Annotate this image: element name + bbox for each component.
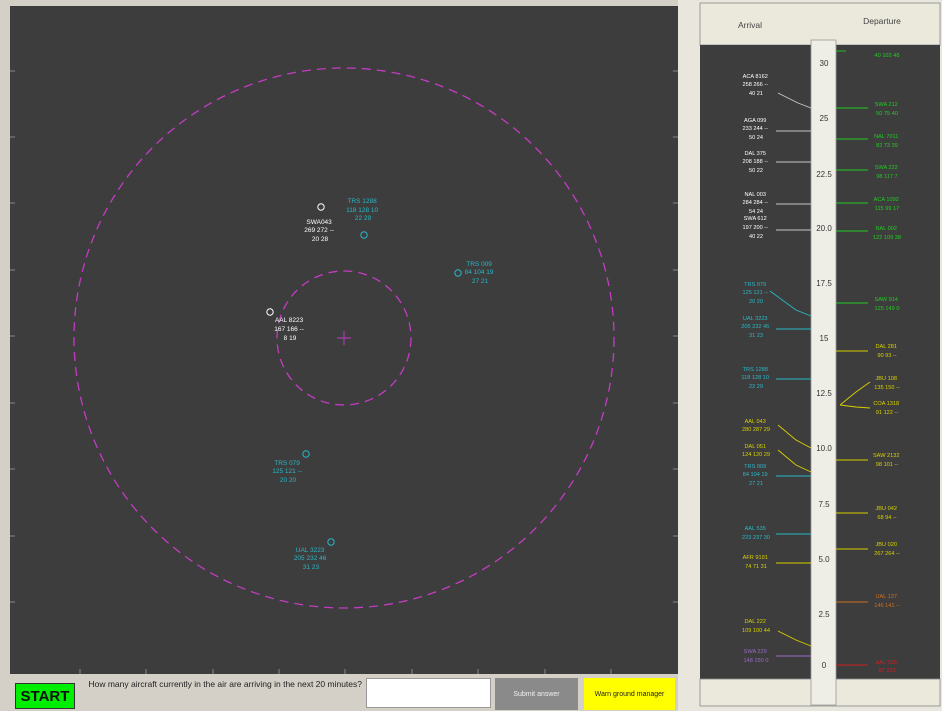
aircraft-label: UAL 3223 205 232 46 31 23 [294,547,328,571]
arrival-flight-label[interactable]: TRS 079 125 121 -- 20 20 [742,282,769,305]
departure-flight-label[interactable]: SWA 222 98 117 7 [875,165,900,180]
arrival-flight-label[interactable]: NAL 003 284 284 -- 54 24 [742,192,769,215]
departure-flight-label[interactable]: JBU 020 267 264 -- [874,542,900,557]
inner-range-ring [276,270,412,406]
aircraft-symbol[interactable] [302,450,310,458]
aircraft-symbol[interactable] [317,203,325,211]
arrival-flight-label[interactable]: ACA 8162 258 266 -- 40 21 [742,74,769,97]
time-scale-strip [810,39,837,706]
departure-flight-label[interactable]: SAW 2132 98 101 -- [873,453,901,468]
arrival-flight-label[interactable]: AAL 535 223 237 30 [742,526,770,541]
departure-flight-label[interactable]: AAL 555 87 223 [876,660,899,674]
aircraft-symbol[interactable] [327,538,335,546]
svg-text:12.5: 12.5 [816,389,832,398]
svg-text:17.5: 17.5 [816,279,832,288]
arrival-flight-label[interactable]: AAL 043 280 287 29 [742,419,770,433]
arrival-panel [700,45,811,679]
bottom-control-bar: START How many aircraft currently in the… [0,674,678,711]
answer-input[interactable] [366,678,491,708]
question-text: How many aircraft currently in the air a… [88,679,362,689]
arrival-flight-label[interactable]: SWA 229 148 150 0 [744,649,769,664]
start-button[interactable]: START [15,683,75,709]
arrival-flight-label[interactable]: DAL 222 109 100 44 [742,619,770,634]
timeline-panel: Arrival Departure 30 25 22.5 20.0 17.5 1… [678,0,942,711]
departure-flight-label[interactable]: 40 103 48 [875,53,900,59]
departure-flight-label[interactable]: DAL 281 90 93 -- [875,344,898,359]
svg-text:30: 30 [820,59,829,68]
arrival-flight-label[interactable]: AGA 099 233 244 -- 50 24 [742,118,769,141]
arrival-flight-label[interactable]: UAL 3223 205 232 46 31 23 [741,316,771,339]
svg-text:5.0: 5.0 [818,555,830,564]
departure-flight-label[interactable]: UAL 137 146 141 -- [874,594,900,609]
svg-text:22.5: 22.5 [816,170,832,179]
airport-center-icon [337,331,351,345]
timeline-header [699,2,941,46]
time-scale-labels: 30 25 22.5 20.0 17.5 15 12.5 10.0 7.5 5.… [816,59,832,670]
svg-text:10.0: 10.0 [816,444,832,453]
arrival-flight-label[interactable]: SWA 612 197 200 -- 40 22 [742,216,769,240]
aircraft-label: AAL 8223 167 166 -- 8 19 [274,317,305,342]
arrival-flight-label[interactable]: DAL 375 208 188 -- 50 22 [742,151,769,174]
aircraft-label: TRS 009 84 104 19 27 21 [465,261,496,285]
aircraft-symbol[interactable] [454,269,462,277]
arrival-header: Arrival [738,20,762,30]
arrival-flight-label[interactable]: AFR 9191 74 71 31 [743,555,770,570]
departure-flight-label[interactable]: NAL 002 122 109 38 [873,226,901,241]
outer-range-ring [73,67,615,609]
svg-text:25: 25 [820,114,829,123]
timeline-svg: Arrival Departure 30 25 22.5 20.0 17.5 1… [699,2,941,707]
aircraft-label: SWA043 269 272 -- 20 28 [304,219,335,243]
warn-ground-manager-button[interactable]: Warn ground manager [584,678,675,710]
departure-flight-label[interactable]: ACA 1092 115 99 17 [874,197,901,212]
svg-text:7.5: 7.5 [818,500,830,509]
radar-scope: SWA043 269 272 -- 20 28 TRS 1288 118 128… [10,67,678,674]
departure-flight-label[interactable]: JBU 042 68 94 -- [875,506,898,521]
departure-flight-label[interactable]: SWA 212 50 75 40 [875,102,900,117]
svg-text:2.5: 2.5 [818,610,830,619]
departure-flight-label[interactable]: NAL 7011 82 73 39 [874,134,900,149]
arrival-flight-label[interactable]: DAL 051 124 120 29 [742,444,770,458]
radar-display: SWA043 269 272 -- 20 28 TRS 1288 118 128… [10,6,678,674]
departure-header: Departure [863,16,901,26]
departure-flight-label[interactable]: JBU 108 135 150 -- [874,376,900,391]
aircraft-label: TRS 1288 118 128 10 22 29 [346,198,380,222]
svg-text:20.0: 20.0 [816,224,832,233]
radar-edge-ticks [10,70,678,674]
aircraft-label: TRS 079 125 121 -- 20 20 [272,460,303,484]
departure-panel [836,45,940,679]
arrival-flight-label[interactable]: TRS 009 84 104 19 27 21 [743,464,769,487]
aircraft-symbol[interactable] [360,231,368,239]
departure-flight-label[interactable]: COA 1318 91 122 -- [873,401,900,416]
arrival-flight-label[interactable]: TRS 1288 118 128 10 22 29 [741,367,770,390]
departure-flight-label[interactable]: SAW 914 125 149 0 [875,297,900,312]
svg-text:0: 0 [822,661,827,670]
aircraft-symbol[interactable] [266,308,274,316]
submit-answer-button[interactable]: Submit answer [495,678,578,710]
svg-text:15: 15 [820,334,829,343]
